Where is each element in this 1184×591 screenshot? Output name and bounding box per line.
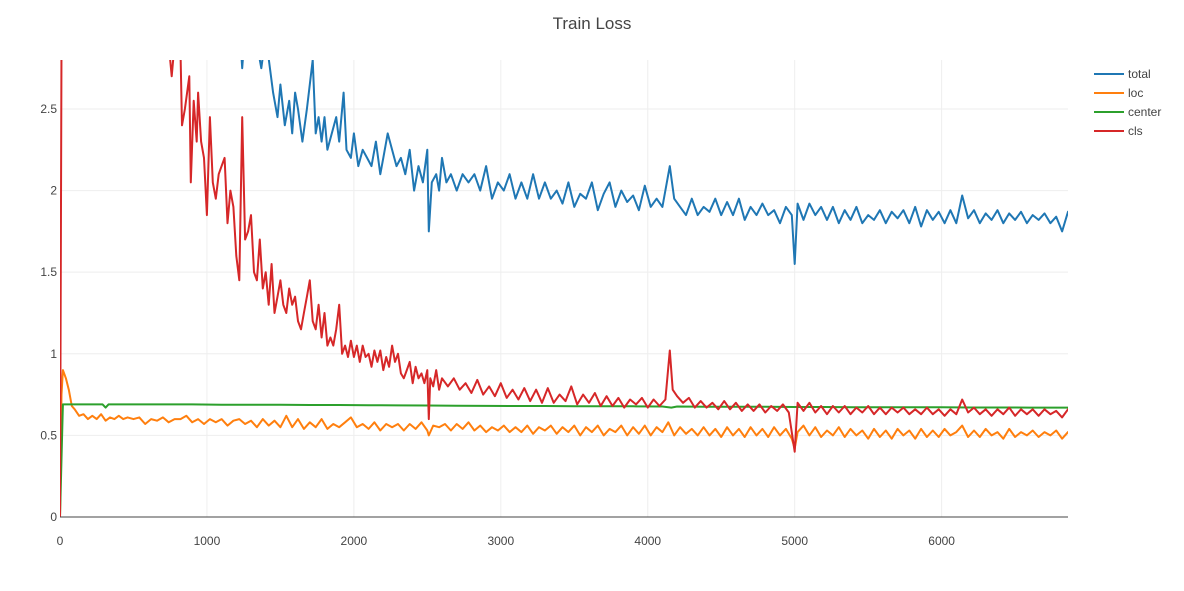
y-tick-label: 2.5 [40, 102, 57, 116]
grid-lines [60, 60, 1068, 517]
x-tick-label: 3000 [487, 534, 514, 548]
y-tick-label: 2 [50, 184, 57, 198]
series-line-loc [60, 369, 1068, 517]
series-lines [60, 60, 1068, 517]
y-tick-label: 0 [50, 510, 57, 524]
legend: total loc center cls [1094, 67, 1161, 138]
y-tick-label: 0.5 [40, 428, 57, 442]
tick-labels: 0 0.5 1 1.5 2 2.5 0 1000 2000 3000 4000 5000 6000 [40, 102, 955, 548]
x-tick-label: 6000 [928, 534, 955, 548]
series-line-cls [60, 60, 1068, 517]
series-line-total [240, 60, 1068, 265]
series-line-center [60, 403, 1068, 517]
x-tick-label: 5000 [781, 534, 808, 548]
y-tick-label: 1 [50, 347, 57, 361]
legend-label-total: total [1128, 67, 1151, 81]
x-tick-label: 1000 [194, 534, 221, 548]
legend-label-loc: loc [1128, 86, 1143, 100]
x-tick-label: 0 [57, 534, 64, 548]
x-tick-label: 2000 [341, 534, 368, 548]
legend-label-cls: cls [1128, 124, 1143, 138]
legend-label-center: center [1128, 105, 1161, 119]
chart-title: Train Loss [553, 14, 632, 33]
y-tick-label: 1.5 [40, 265, 57, 279]
x-tick-label: 4000 [634, 534, 661, 548]
